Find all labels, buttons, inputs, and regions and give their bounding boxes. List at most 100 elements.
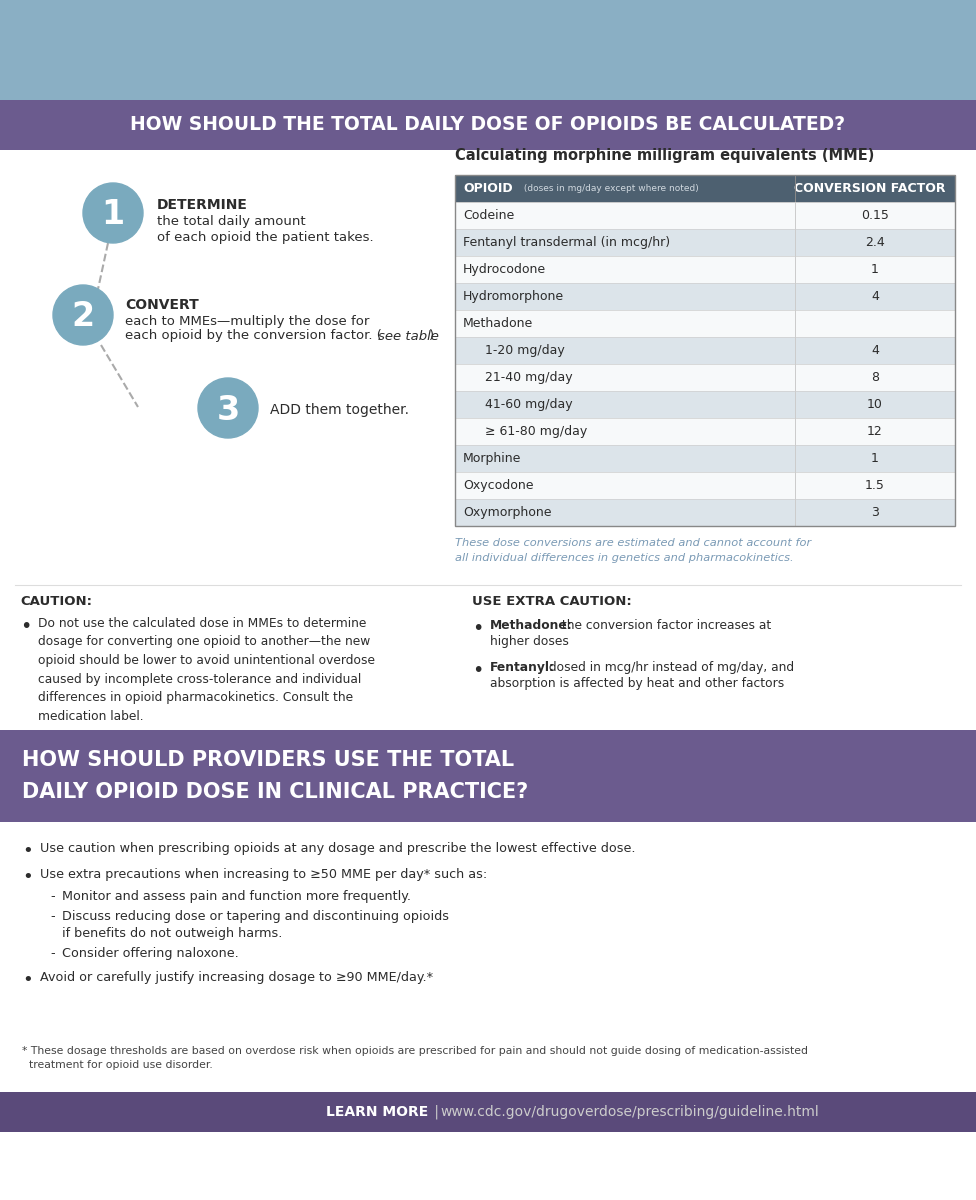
Text: •: •	[472, 619, 483, 638]
Text: the conversion factor increases at: the conversion factor increases at	[558, 619, 771, 632]
Text: •: •	[472, 661, 483, 680]
Text: CONVERSION FACTOR: CONVERSION FACTOR	[793, 182, 945, 194]
Bar	[455, 364, 955, 391]
Text: Oxymorphone: Oxymorphone	[463, 506, 551, 518]
Bar	[455, 256, 955, 283]
Circle shape	[83, 182, 143, 242]
Text: O: O	[102, 48, 108, 56]
Bar	[455, 472, 955, 499]
Text: 4: 4	[871, 290, 879, 302]
Text: 0.15: 0.15	[861, 209, 889, 222]
Text: 1.5: 1.5	[865, 479, 885, 492]
Text: Avoid or carefully justify increasing dosage to ≥90 MME/day.*: Avoid or carefully justify increasing do…	[40, 971, 433, 984]
Text: USE EXTRA CAUTION:: USE EXTRA CAUTION:	[472, 595, 631, 608]
Text: each to MMEs—multiply the dose for: each to MMEs—multiply the dose for	[125, 314, 369, 328]
Bar	[455, 175, 955, 202]
Text: H: H	[67, 8, 74, 18]
Text: •: •	[22, 868, 33, 886]
Text: dosed in mcg/hr instead of mg/day, and: dosed in mcg/hr instead of mg/day, and	[545, 661, 794, 674]
Text: DAILY OPIOID DOSE IN CLINICAL PRACTICE?: DAILY OPIOID DOSE IN CLINICAL PRACTICE?	[22, 782, 528, 802]
Text: ): )	[429, 330, 434, 342]
Bar	[795, 499, 796, 526]
Text: DETERMINE: DETERMINE	[157, 198, 248, 212]
Text: |: |	[430, 1105, 443, 1120]
Bar	[455, 229, 955, 256]
Bar	[455, 337, 955, 364]
Bar	[795, 364, 796, 391]
Text: Discuss reducing dose or tapering and discontinuing opioids: Discuss reducing dose or tapering and di…	[62, 910, 449, 923]
Bar	[455, 283, 955, 310]
Text: 41-60 mg/day: 41-60 mg/day	[485, 398, 573, 410]
Bar	[455, 418, 955, 445]
Text: N: N	[717, 32, 725, 43]
Text: 1: 1	[871, 263, 879, 276]
Text: •: •	[22, 842, 33, 860]
Text: absorption is affected by heat and other factors: absorption is affected by heat and other…	[490, 677, 785, 690]
Bar	[0, 1092, 976, 1132]
Text: •: •	[20, 617, 31, 636]
Text: treatment for opioid use disorder.: treatment for opioid use disorder.	[22, 1060, 213, 1070]
Bar	[0, 100, 976, 150]
Text: O: O	[102, 5, 108, 14]
Text: (doses in mg/day except where noted): (doses in mg/day except where noted)	[521, 184, 699, 193]
Text: Codeine: Codeine	[463, 209, 514, 222]
Text: 3: 3	[217, 394, 240, 426]
Text: Hydromorphone: Hydromorphone	[463, 290, 564, 302]
Text: H: H	[779, 50, 785, 59]
Text: 2.4: 2.4	[865, 236, 885, 248]
Text: CAUTION:: CAUTION:	[20, 595, 92, 608]
Bar	[455, 445, 955, 472]
Bar	[795, 418, 796, 445]
Text: -: -	[50, 947, 55, 960]
Text: Fentanyl:: Fentanyl:	[490, 661, 555, 674]
Text: 2: 2	[71, 300, 95, 334]
Bar	[795, 202, 796, 229]
Bar	[795, 472, 796, 499]
Text: 1: 1	[102, 198, 125, 232]
Text: each opioid by the conversion factor. (: each opioid by the conversion factor. (	[125, 330, 382, 342]
Bar	[795, 229, 796, 256]
Text: Methadone: Methadone	[463, 317, 533, 330]
Circle shape	[53, 284, 113, 346]
Bar	[455, 391, 955, 418]
Text: Oxycodone: Oxycodone	[463, 479, 534, 492]
Bar	[455, 310, 955, 337]
Text: 21-40 mg/day: 21-40 mg/day	[485, 371, 573, 384]
Text: HOW SHOULD PROVIDERS USE THE TOTAL: HOW SHOULD PROVIDERS USE THE TOTAL	[22, 750, 514, 770]
Text: LEARN MORE: LEARN MORE	[326, 1105, 428, 1118]
Text: of each opioid the patient takes.: of each opioid the patient takes.	[157, 230, 374, 244]
Text: if benefits do not outweigh harms.: if benefits do not outweigh harms.	[62, 926, 282, 940]
Text: HOW SHOULD THE TOTAL DAILY DOSE OF OPIOIDS BE CALCULATED?: HOW SHOULD THE TOTAL DAILY DOSE OF OPIOI…	[131, 115, 845, 134]
Text: 10: 10	[867, 398, 883, 410]
Text: Fentanyl transdermal (in mcg/hr): Fentanyl transdermal (in mcg/hr)	[463, 236, 671, 248]
Text: OH: OH	[865, 35, 880, 44]
Text: the total daily amount: the total daily amount	[157, 216, 305, 228]
Text: N: N	[29, 37, 37, 47]
Bar	[0, 0, 976, 100]
Text: 12: 12	[867, 425, 883, 438]
Bar	[795, 445, 796, 472]
Text: www.cdc.gov/drugoverdose/prescribing/guideline.html: www.cdc.gov/drugoverdose/prescribing/gui…	[440, 1105, 819, 1118]
Text: -: -	[50, 890, 55, 902]
Text: •: •	[22, 971, 33, 989]
Text: Do not use the calculated dose in MMEs to determine
dosage for converting one op: Do not use the calculated dose in MMEs t…	[38, 617, 375, 722]
Text: Calculating morphine milligram equivalents (MME): Calculating morphine milligram equivalen…	[455, 148, 874, 163]
Circle shape	[198, 378, 258, 438]
Text: Methadone:: Methadone:	[490, 619, 573, 632]
Bar	[795, 337, 796, 364]
Text: These dose conversions are estimated and cannot account for
all individual diffe: These dose conversions are estimated and…	[455, 538, 811, 563]
Text: Hydrocodone: Hydrocodone	[463, 263, 547, 276]
Text: 1: 1	[871, 452, 879, 464]
Text: ≥ 61-80 mg/day: ≥ 61-80 mg/day	[485, 425, 588, 438]
Bar	[795, 175, 796, 202]
Bar	[455, 175, 955, 526]
Bar	[455, 499, 955, 526]
Text: 1-20 mg/day: 1-20 mg/day	[485, 344, 565, 358]
Bar	[0, 822, 976, 1092]
Bar	[455, 202, 955, 229]
Bar	[795, 256, 796, 283]
Text: Morphine: Morphine	[463, 452, 521, 464]
Text: * These dosage thresholds are based on overdose risk when opioids are prescribed: * These dosage thresholds are based on o…	[22, 1046, 808, 1056]
Text: 3: 3	[871, 506, 879, 518]
Text: Use extra precautions when increasing to ≥50 MME per day* such as:: Use extra precautions when increasing to…	[40, 868, 487, 881]
